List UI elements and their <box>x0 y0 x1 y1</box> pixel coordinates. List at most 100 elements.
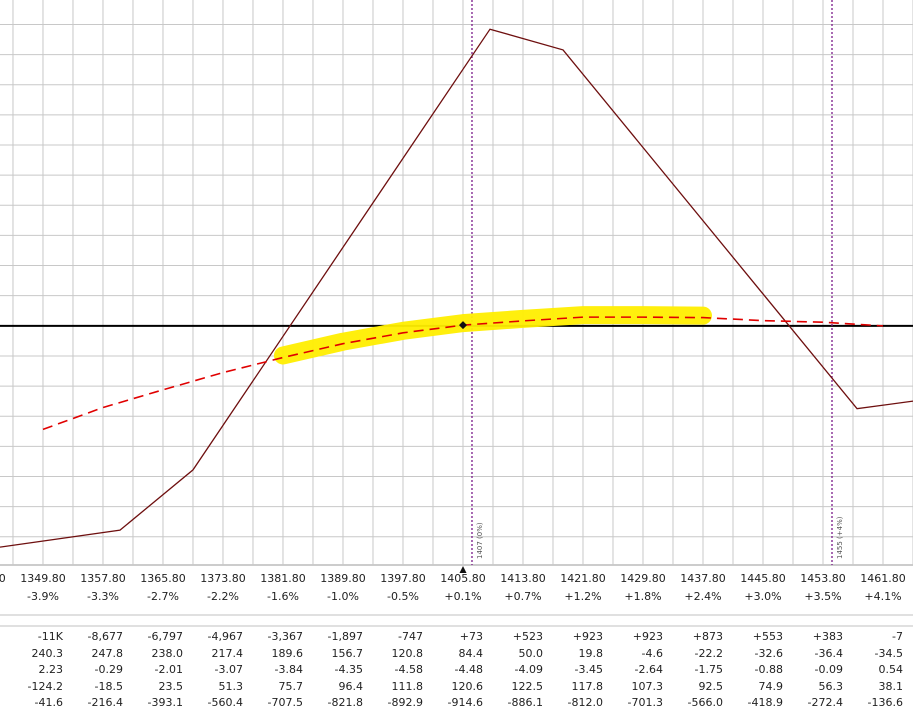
table-cell: -886.1 <box>508 696 543 709</box>
x-change-label: -3.9% <box>27 590 59 603</box>
table-cell: -1,897 <box>328 630 363 643</box>
table-cell: -0.09 <box>815 663 843 676</box>
price-marker-label: 1407 (0%) <box>476 522 484 559</box>
x-tick-label: 1461.80 <box>860 572 906 585</box>
table-cell: -821.8 <box>328 696 363 709</box>
table-cell: 117.8 <box>571 680 603 693</box>
table-cell: -32.6 <box>755 647 783 660</box>
table-cell: -272.4 <box>808 696 843 709</box>
x-change-label: -2.7% <box>147 590 179 603</box>
table-cell: -4.48 <box>455 663 483 676</box>
series-line <box>0 28 913 548</box>
table-cell: -892.9 <box>388 696 423 709</box>
table-cell: 122.5 <box>511 680 543 693</box>
table-cell: -3,367 <box>268 630 303 643</box>
table-cell: -124.2 <box>28 680 63 693</box>
x-change-label: +2.4% <box>684 590 721 603</box>
table-cell: 74.9 <box>758 680 783 693</box>
table-cell: -2.01 <box>155 663 183 676</box>
axis-area <box>0 565 913 615</box>
table-cell: -3.45 <box>575 663 603 676</box>
table-cell: -136.6 <box>868 696 903 709</box>
table-cell: -3.84 <box>275 663 303 676</box>
table-cell: 238.0 <box>151 647 183 660</box>
table-cell: -2.64 <box>635 663 663 676</box>
x-tick-label: 1413.80 <box>500 572 546 585</box>
x-tick-label: 1341.80 <box>0 572 6 585</box>
table-cell: 120.8 <box>391 647 423 660</box>
table-cell: 38.1 <box>878 680 903 693</box>
x-change-label: +0.7% <box>504 590 541 603</box>
table-cell: 2.23 <box>38 663 63 676</box>
x-change-label: +3.0% <box>744 590 781 603</box>
table-cell: -4.58 <box>395 663 423 676</box>
table-cell: -747 <box>398 630 423 643</box>
table-cell: -4.35 <box>335 663 363 676</box>
highlight <box>273 306 712 365</box>
table-cell: -34.5 <box>875 647 903 660</box>
table-cell: -4.09 <box>515 663 543 676</box>
table-cell: 156.7 <box>331 647 363 660</box>
table-cell: -8,677 <box>88 630 123 643</box>
table-cell: +523 <box>513 630 543 643</box>
table-cell: -7 <box>892 630 903 643</box>
x-tick-label: 1357.80 <box>80 572 126 585</box>
x-tick-label: 1365.80 <box>140 572 186 585</box>
table-cell: 23.5 <box>158 680 183 693</box>
x-tick-label: 1429.80 <box>620 572 666 585</box>
table-cell: -18.5 <box>95 680 123 693</box>
table-cell: -701.3 <box>628 696 663 709</box>
table-cell: -566.0 <box>688 696 723 709</box>
table-cell: 92.5 <box>698 680 723 693</box>
x-tick-label: 1349.80 <box>20 572 66 585</box>
table-cell: 107.3 <box>631 680 663 693</box>
table-cell: +873 <box>693 630 723 643</box>
table-cell: 56.3 <box>818 680 843 693</box>
table-cell: -707.5 <box>268 696 303 709</box>
table-cell: +553 <box>753 630 783 643</box>
table-cell: 111.8 <box>391 680 423 693</box>
x-tick-label: 1445.80 <box>740 572 786 585</box>
x-change-label: +4.1% <box>864 590 901 603</box>
table-cell: 51.3 <box>218 680 243 693</box>
table-cell: -22.2 <box>695 647 723 660</box>
x-change-label: +1.8% <box>624 590 661 603</box>
table-cell: 247.8 <box>91 647 123 660</box>
x-change-label: -2.2% <box>207 590 239 603</box>
table-cell: -1.75 <box>695 663 723 676</box>
table-cell: 50.0 <box>518 647 543 660</box>
x-change-label: +0.1% <box>444 590 481 603</box>
x-tick-label: 1421.80 <box>560 572 606 585</box>
table-cell: +383 <box>813 630 843 643</box>
table-cell: +923 <box>573 630 603 643</box>
x-change-label: -1.6% <box>267 590 299 603</box>
table-cell: 96.4 <box>338 680 363 693</box>
table-cell: -41.6 <box>35 696 63 709</box>
table-cell: -4.6 <box>642 647 663 660</box>
table-area <box>0 622 913 717</box>
table-cell: -3.07 <box>215 663 243 676</box>
x-tick-label: 1453.80 <box>800 572 846 585</box>
table-cell: -216.4 <box>88 696 123 709</box>
table-cell: -393.1 <box>148 696 183 709</box>
current-point <box>458 321 467 330</box>
table-cell: 217.4 <box>211 647 243 660</box>
table-cell: -36.4 <box>815 647 843 660</box>
price-marker-label: 1455 (+4%) <box>836 516 844 559</box>
table-cell: 75.7 <box>278 680 303 693</box>
x-change-label: -0.5% <box>387 590 419 603</box>
table-cell: -914.6 <box>448 696 483 709</box>
x-tick-label: 1373.80 <box>200 572 246 585</box>
table-cell: -6,797 <box>148 630 183 643</box>
x-tick-label: 1397.80 <box>380 572 426 585</box>
x-change-label: +1.2% <box>564 590 601 603</box>
table-cell: -4,967 <box>208 630 243 643</box>
x-change-label: -3.3% <box>87 590 119 603</box>
x-change-label: -1.0% <box>327 590 359 603</box>
table-cell: +923 <box>633 630 663 643</box>
x-change-label: +3.5% <box>804 590 841 603</box>
x-tick-label: 1389.80 <box>320 572 366 585</box>
x-tick-label: 1405.80 <box>440 572 486 585</box>
